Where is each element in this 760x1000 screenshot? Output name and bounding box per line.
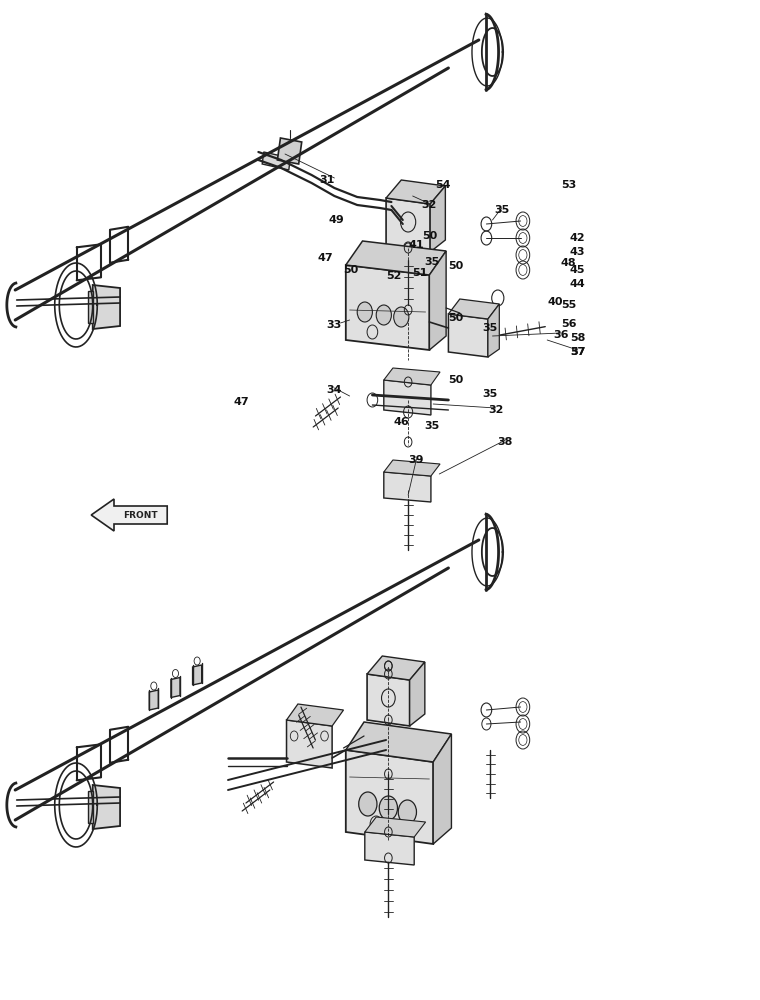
Text: 50: 50 [422,231,437,241]
Text: 58: 58 [570,333,585,343]
Polygon shape [287,720,332,768]
Text: 48: 48 [561,258,576,268]
Text: 43: 43 [570,247,585,257]
Text: 47: 47 [318,253,333,263]
Text: 53: 53 [561,180,576,190]
Polygon shape [367,656,425,680]
Polygon shape [367,674,410,726]
Polygon shape [365,817,426,837]
Text: 39: 39 [409,455,424,465]
Text: 42: 42 [570,233,585,243]
Text: 49: 49 [328,215,344,225]
Text: 35: 35 [424,421,439,431]
Polygon shape [488,304,499,357]
Polygon shape [346,265,429,350]
Polygon shape [410,662,425,726]
Text: 44: 44 [570,279,585,289]
Text: 38: 38 [498,437,513,447]
Text: 50: 50 [448,375,464,385]
Text: 57: 57 [570,347,585,357]
Text: 32: 32 [489,405,504,415]
Text: 35: 35 [483,389,498,399]
Polygon shape [448,299,499,319]
Circle shape [394,307,409,327]
Polygon shape [384,472,431,502]
Circle shape [357,302,372,322]
Circle shape [379,796,397,820]
Polygon shape [365,832,414,865]
Polygon shape [262,152,290,170]
Polygon shape [277,138,302,164]
Text: 33: 33 [327,320,342,330]
Text: 32: 32 [422,200,437,210]
Text: 37: 37 [570,347,585,357]
Polygon shape [433,734,451,844]
Polygon shape [91,499,167,531]
Text: 31: 31 [319,175,334,185]
Polygon shape [287,704,344,726]
Polygon shape [346,241,446,275]
Text: 47: 47 [234,397,249,407]
Text: 56: 56 [561,319,576,329]
Polygon shape [93,785,120,829]
Polygon shape [346,750,433,844]
Text: 54: 54 [435,180,451,190]
Polygon shape [448,314,488,357]
Polygon shape [149,690,158,710]
Circle shape [398,800,416,824]
Text: 52: 52 [386,271,401,281]
Polygon shape [429,251,446,350]
Text: 50: 50 [448,261,464,271]
Text: FRONT: FRONT [123,510,158,520]
Polygon shape [88,791,93,823]
Circle shape [376,305,391,325]
Polygon shape [93,285,120,329]
Polygon shape [346,722,451,762]
Polygon shape [192,665,201,685]
Text: 41: 41 [409,240,424,250]
Polygon shape [88,291,93,323]
Text: 36: 36 [553,330,568,340]
Circle shape [359,792,377,816]
Polygon shape [386,180,445,204]
Text: 40: 40 [547,297,562,307]
Polygon shape [386,198,430,252]
Text: 34: 34 [327,385,342,395]
Polygon shape [384,460,440,476]
Text: 55: 55 [561,300,576,310]
Text: 35: 35 [483,323,498,333]
Polygon shape [384,368,440,385]
Text: 46: 46 [394,417,409,427]
Text: 35: 35 [424,257,439,267]
Polygon shape [430,186,445,252]
Text: 50: 50 [448,313,464,323]
Text: 35: 35 [494,205,509,215]
Polygon shape [384,380,431,415]
Polygon shape [171,678,180,698]
Text: 50: 50 [344,265,359,275]
Text: 45: 45 [570,265,585,275]
Text: 51: 51 [413,268,428,278]
